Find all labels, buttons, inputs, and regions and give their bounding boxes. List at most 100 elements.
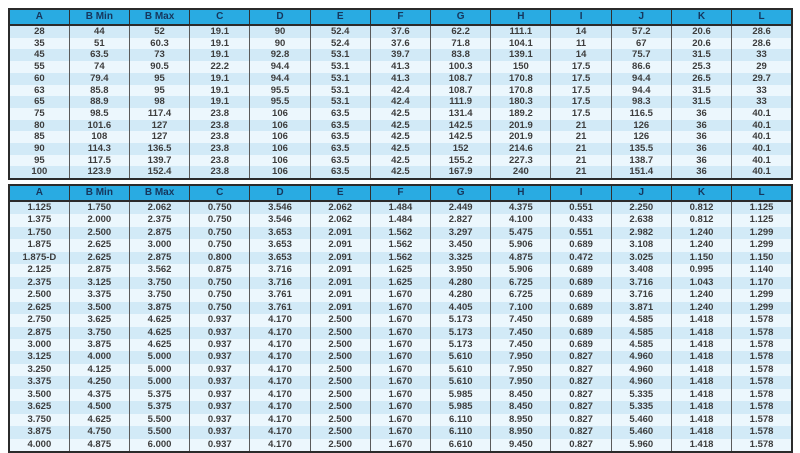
data-cell: 2.375 [9, 276, 70, 290]
data-cell: 2.091 [309, 289, 371, 302]
data-cell: 63.5 [309, 107, 371, 120]
data-cell: 2.250 [610, 201, 672, 215]
data-cell: 31.5 [670, 84, 732, 97]
data-cell: 4.170 [249, 388, 311, 402]
data-cell: 3.000 [9, 338, 70, 352]
data-cell: 0.750 [189, 201, 250, 215]
data-cell: 2.750 [9, 314, 70, 327]
data-cell: 53.1 [309, 49, 371, 62]
data-cell: 3.500 [68, 301, 130, 315]
data-cell: 0.937 [189, 413, 250, 427]
data-cell: 3.546 [249, 201, 311, 215]
header-cell: K [670, 185, 732, 202]
table-row: 1.750 2.500 2.875 0.750 3.653 2.091 1.562 3.297… [9, 226, 792, 240]
data-cell: 25.3 [670, 61, 732, 73]
table-row: 100 123.9 152.4 23.8 106 63.5 42.5 167.9 240 21 15… [9, 166, 792, 180]
data-cell: 5.335 [610, 388, 672, 402]
table-row: 80 101.6 127 23.8 106 63.5 42.5 142.5 201.9 21 126… [9, 119, 792, 132]
data-cell: 6.110 [430, 413, 491, 427]
data-cell: 4.960 [610, 363, 672, 377]
table-row: 75 98.5 117.4 23.8 106 63.5 42.5 131.4 189.2 17.5… [9, 107, 792, 120]
data-cell: 4.405 [430, 301, 491, 315]
data-cell: 4.170 [249, 413, 311, 427]
data-cell: 4.750 [68, 426, 130, 439]
data-cell: 1.125 [731, 201, 792, 215]
data-cell: 4.375 [490, 201, 551, 215]
data-cell: 42.5 [369, 131, 431, 144]
data-cell: 4.280 [430, 276, 491, 290]
data-cell: 1.670 [369, 289, 431, 302]
data-cell: 36 [670, 166, 732, 180]
data-cell: 52.4 [309, 25, 371, 38]
data-cell: 40.1 [731, 154, 792, 167]
data-cell: 92.8 [249, 49, 311, 62]
data-cell: 0.827 [550, 388, 612, 402]
data-cell: 4.170 [249, 438, 311, 453]
data-cell: 5.000 [128, 376, 190, 389]
data-cell: 80 [9, 119, 70, 132]
data-cell: 57.2 [610, 25, 672, 38]
data-cell: 1.625 [369, 276, 431, 290]
data-cell: 23.8 [189, 166, 250, 180]
data-cell: 0.433 [550, 214, 612, 227]
table-row: 3.125 4.000 5.000 0.937 4.170 2.500 1.670 5.610… [9, 351, 792, 364]
data-cell: 42.5 [369, 107, 431, 120]
data-cell: 1.562 [369, 226, 431, 240]
data-cell: 1.140 [731, 264, 792, 277]
data-cell: 19.1 [189, 84, 250, 97]
data-cell: 1.670 [369, 413, 431, 427]
data-cell: 1.418 [670, 314, 732, 327]
data-cell: 152 [430, 143, 491, 155]
header-cell: L [731, 9, 792, 26]
data-cell: 3.716 [249, 276, 311, 290]
data-cell: 8.450 [490, 388, 551, 402]
data-cell: 8.950 [490, 426, 551, 439]
data-cell: 79.4 [68, 72, 130, 85]
data-cell: 5.173 [430, 314, 491, 327]
data-cell: 98.3 [610, 96, 672, 108]
table-row: 65 88.9 98 19.1 95.5 53.1 42.4 111.9 180.3 17.5 98… [9, 96, 792, 108]
data-cell: 21 [550, 131, 612, 144]
data-cell: 138.7 [610, 154, 672, 167]
data-cell: 36 [670, 107, 732, 120]
data-cell: 17.5 [550, 61, 612, 73]
data-cell: 2.500 [309, 338, 371, 352]
data-cell: 7.100 [490, 301, 551, 315]
data-cell: 0.937 [189, 401, 250, 414]
data-cell: 4.125 [68, 363, 130, 377]
data-cell: 23.8 [189, 107, 250, 120]
data-cell: 5.335 [610, 401, 672, 414]
data-cell: 3.025 [610, 251, 672, 265]
data-cell: 42.4 [369, 96, 431, 108]
data-cell: 95 [128, 84, 190, 97]
data-cell: 0.689 [550, 239, 612, 252]
data-cell: 33 [731, 49, 792, 62]
data-cell: 0.937 [189, 438, 250, 453]
data-cell: 2.875 [128, 226, 190, 240]
data-cell: 5.610 [430, 376, 491, 389]
data-cell: 95.5 [249, 84, 311, 97]
table-row: 2.750 3.625 4.625 0.937 4.170 2.500 1.670 5.173… [9, 314, 792, 327]
data-cell: 60.3 [128, 37, 190, 50]
data-cell: 4.170 [249, 314, 311, 327]
data-cell: 51 [68, 37, 130, 50]
data-cell: 33 [731, 96, 792, 108]
table-row: 90 114.3 136.5 23.8 106 63.5 42.5 152 214.6 21 135… [9, 143, 792, 155]
data-cell: 1.670 [369, 401, 431, 414]
data-cell: 106 [249, 143, 311, 155]
data-cell: 0.689 [550, 264, 612, 277]
data-cell: 98.5 [68, 107, 130, 120]
data-cell: 4.170 [249, 338, 311, 352]
data-cell: 83.8 [430, 49, 491, 62]
data-cell: 36 [670, 143, 732, 155]
data-cell: 3.000 [128, 239, 190, 252]
data-cell: 1.484 [369, 201, 431, 215]
data-cell: 7.950 [490, 376, 551, 389]
data-cell: 6.725 [490, 276, 551, 290]
data-cell: 23.8 [189, 143, 250, 155]
data-cell: 36 [670, 119, 732, 132]
table-row: 1.875 2.625 3.000 0.750 3.653 2.091 1.562 3.450… [9, 239, 792, 252]
data-cell: 0.827 [550, 363, 612, 377]
